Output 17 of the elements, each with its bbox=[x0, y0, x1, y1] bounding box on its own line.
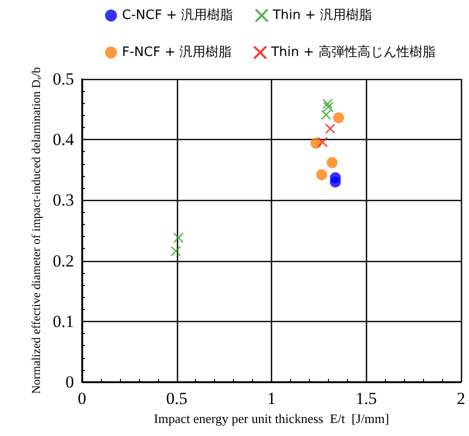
x-tick-label: 1.5 bbox=[356, 389, 377, 408]
legend-label: Thin + 汎用樹脂 bbox=[272, 8, 372, 23]
y-tick-label: 0 bbox=[66, 372, 74, 392]
x-tick-label: 2 bbox=[456, 389, 466, 408]
legend-label: Thin + 高弾性高じん性樹脂 bbox=[270, 44, 436, 60]
y-tick-label: 0.3 bbox=[52, 190, 74, 210]
x-tick-label: 0 bbox=[78, 389, 86, 408]
legend-label: C-NCF + 汎用樹脂 bbox=[122, 8, 234, 23]
y-axis-title: Normalized effective diameter of impact-induced delamination Dₑ/b bbox=[28, 67, 43, 394]
legend-label: F-NCF + 汎用樹脂 bbox=[122, 45, 232, 60]
y-tick-label: 0.4 bbox=[52, 130, 74, 150]
y-tick-label: 0.5 bbox=[52, 70, 74, 88]
x-tick-label: 1 bbox=[267, 389, 276, 408]
x-axis-title: Impact energy per unit thickness E/t [J/mm] bbox=[154, 410, 390, 426]
x-tick-label: 0.5 bbox=[166, 389, 188, 408]
y-tick-label: 0.1 bbox=[52, 312, 74, 331]
y-tick-label: 0.2 bbox=[52, 251, 74, 270]
